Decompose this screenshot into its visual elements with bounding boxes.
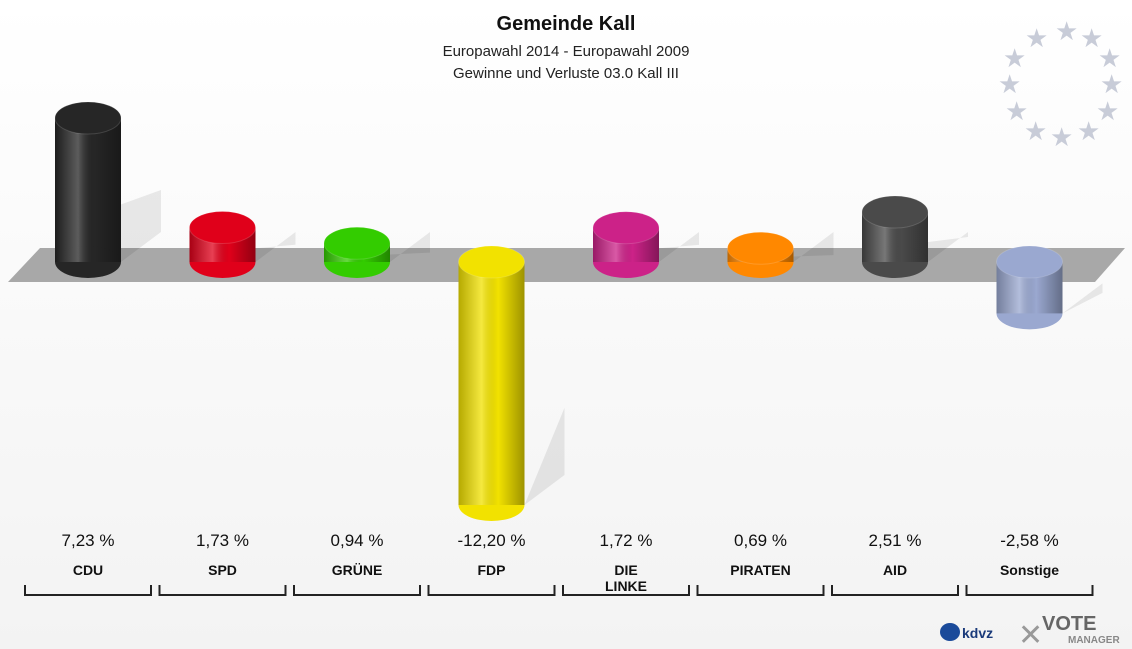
svg-text:★: ★ (1100, 69, 1123, 99)
x-tick-label: DIE LINKE (605, 562, 647, 594)
value-label: 0,69 % (734, 531, 787, 551)
bar-shading (459, 262, 525, 505)
value-label: 1,73 % (196, 531, 249, 551)
bar-top (459, 246, 525, 278)
x-tick-label: PIRATEN (730, 562, 790, 578)
value-label: 7,23 % (62, 531, 115, 551)
value-label: 2,51 % (869, 531, 922, 551)
value-label: 1,72 % (600, 531, 653, 551)
logo-product2: MANAGER (1068, 635, 1120, 646)
svg-text:★: ★ (1077, 116, 1100, 146)
value-label: -12,20 % (457, 531, 525, 551)
chart: ★★★ ★★★ ★★★ ★★★ Gemeinde Kall Europawahl… (0, 0, 1132, 649)
bracket (698, 585, 824, 595)
logo-brand: kdvz (962, 625, 993, 641)
x-tick-label: FDP (478, 562, 506, 578)
chart-subtitle: Gewinne und Verluste 03.0 Kall III (453, 65, 679, 82)
bracket (160, 585, 286, 595)
bar-top (862, 196, 928, 228)
logo-icon (940, 623, 960, 641)
chart-svg: ★★★ ★★★ ★★★ ★★★ Gemeinde Kall Europawahl… (0, 0, 1132, 649)
category-brackets (25, 585, 1093, 595)
svg-text:★: ★ (1025, 23, 1048, 53)
svg-text:★: ★ (998, 69, 1021, 99)
bracket (294, 585, 420, 595)
svg-text:★: ★ (1050, 122, 1073, 152)
bracket (25, 585, 151, 595)
bar-top (997, 246, 1063, 278)
x-tick-label: Sonstige (1000, 562, 1059, 578)
x-tick-label: AID (883, 562, 907, 578)
chart-title: Gemeinde Kall (497, 13, 636, 35)
x-tick-label: SPD (208, 562, 237, 578)
eu-stars: ★★★ ★★★ ★★★ ★★★ (998, 16, 1123, 152)
bar-shadow (1063, 283, 1103, 313)
svg-text:★: ★ (1003, 43, 1026, 73)
value-label: -2,58 % (1000, 531, 1059, 551)
logo-x: ✕ (1018, 619, 1043, 649)
bracket (429, 585, 555, 595)
chart-subtitle: Europawahl 2014 - Europawahl 2009 (443, 43, 690, 60)
svg-text:★: ★ (1005, 96, 1028, 126)
bar-top (728, 232, 794, 264)
bar-top (55, 102, 121, 134)
logo-product: VOTE (1042, 613, 1096, 635)
bar-top (190, 212, 256, 244)
bar-shadow (525, 408, 565, 505)
bar-top (324, 227, 390, 259)
bar-top (593, 212, 659, 244)
x-tick-label: GRÜNE (332, 562, 383, 578)
bracket (967, 585, 1093, 595)
bar-shading (55, 118, 121, 262)
x-tick-label: CDU (73, 562, 103, 578)
svg-text:★: ★ (1055, 16, 1078, 46)
bracket (832, 585, 958, 595)
baseline-band (8, 248, 1125, 282)
value-label: 0,94 % (331, 531, 384, 551)
